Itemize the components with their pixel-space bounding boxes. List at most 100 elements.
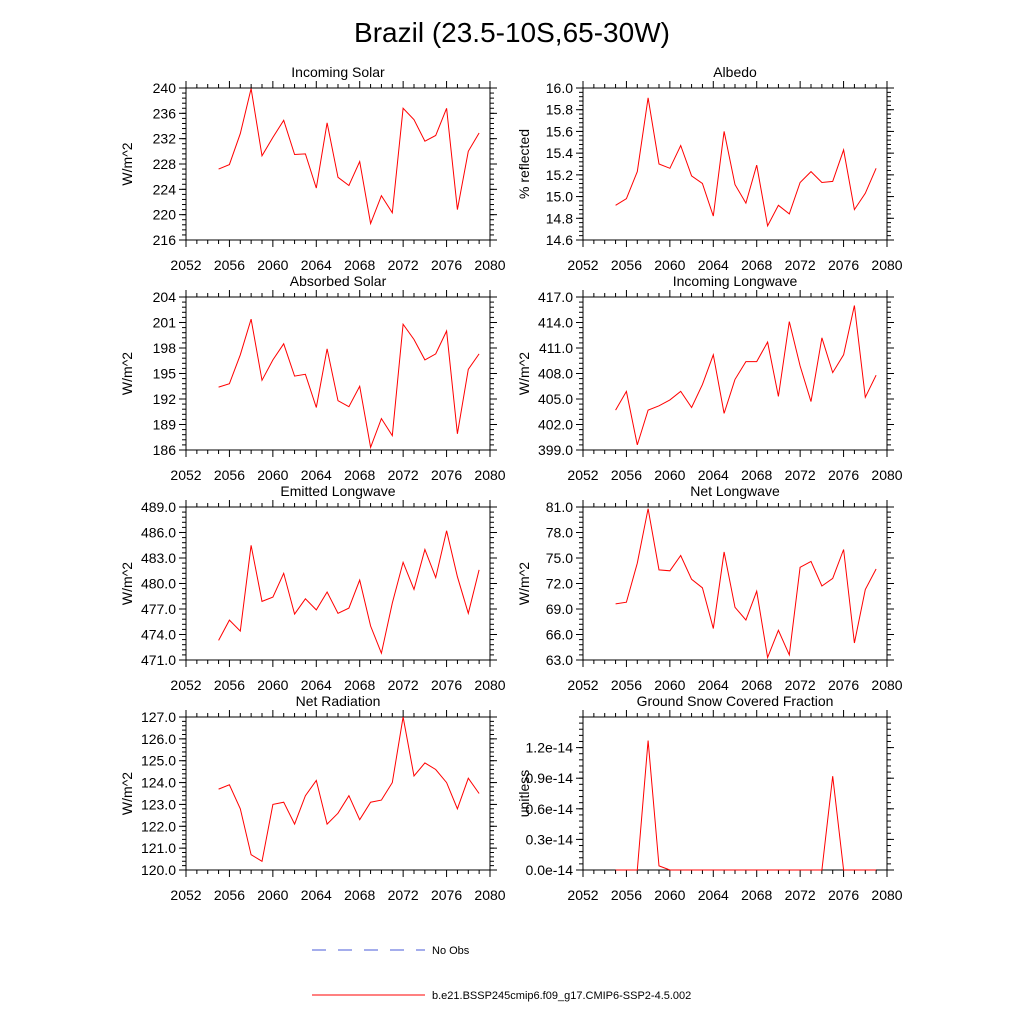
y-tick-label: 126.0 — [141, 731, 176, 747]
series-line-0 — [615, 97, 877, 228]
x-tick-label: 2076 — [431, 887, 462, 903]
legend-label-model: b.e21.BSSP245cmip6.f09_g17.CMIP6-SSP2-4.… — [432, 990, 691, 1002]
panel-title: Ground Snow Covered Fraction — [637, 693, 834, 709]
plot-frame — [582, 506, 888, 661]
y-tick-label: 201 — [153, 315, 177, 331]
x-tick-label: 2080 — [474, 257, 505, 273]
x-tick-label: 2052 — [567, 467, 598, 483]
y-tick-label: 15.4 — [546, 145, 573, 161]
x-tick-label: 2064 — [301, 677, 332, 693]
y-tick-label: 0.9e-14 — [526, 770, 574, 786]
series-line-0 — [615, 508, 877, 660]
plot-frame — [582, 87, 888, 241]
y-tick-label: 72.0 — [546, 576, 573, 592]
y-tick-label: 0.6e-14 — [526, 801, 574, 817]
y-tick-label: 228 — [153, 156, 177, 172]
y-tick-label: 483.0 — [141, 550, 176, 566]
y-tick-label: 198 — [153, 340, 177, 356]
page-title: Brazil (23.5-10S,65-30W) — [354, 17, 670, 48]
panel-7: Ground Snow Covered Fraction unitless 2052… — [516, 693, 903, 903]
x-tick-label: 2072 — [388, 677, 419, 693]
y-tick-label: 78.0 — [546, 525, 573, 541]
series-line-0 — [615, 740, 877, 871]
legend-label-no-obs: No Obs — [432, 945, 470, 957]
plot-frame — [185, 716, 491, 871]
y-tick-label: 16.0 — [546, 80, 573, 96]
y-tick-label: 471.0 — [141, 652, 176, 668]
x-tick-label: 2056 — [214, 467, 245, 483]
x-tick-label: 2056 — [214, 257, 245, 273]
y-axis-label: unitless — [516, 770, 532, 817]
y-tick-label: 75.0 — [546, 550, 573, 566]
x-tick-label: 2080 — [871, 677, 902, 693]
y-tick-label: 480.0 — [141, 576, 176, 592]
x-tick-label: 2060 — [257, 467, 288, 483]
y-tick-label: 216 — [153, 232, 177, 248]
x-tick-label: 2064 — [698, 887, 729, 903]
panel-title: Incoming Longwave — [673, 273, 798, 289]
x-tick-label: 2060 — [654, 467, 685, 483]
y-tick-label: 474.0 — [141, 627, 176, 643]
y-tick-label: 189 — [153, 417, 177, 433]
x-tick-label: 2060 — [654, 257, 685, 273]
y-axis-label: W/m^2 — [516, 352, 532, 395]
panel-title: Emitted Longwave — [280, 483, 395, 499]
y-tick-label: 66.0 — [546, 627, 573, 643]
x-tick-label: 2060 — [257, 887, 288, 903]
y-axis-label: % reflected — [516, 129, 532, 199]
x-tick-label: 2064 — [698, 677, 729, 693]
x-tick-label: 2068 — [741, 467, 772, 483]
x-tick-label: 2072 — [785, 257, 816, 273]
y-tick-label: 402.0 — [538, 417, 573, 433]
y-tick-label: 477.0 — [141, 601, 176, 617]
x-tick-label: 2064 — [301, 467, 332, 483]
x-tick-label: 2056 — [611, 887, 642, 903]
x-tick-label: 2080 — [871, 467, 902, 483]
x-tick-label: 2072 — [388, 257, 419, 273]
y-tick-label: 195 — [153, 366, 177, 382]
panel-5: Net Longwave W/m^2 2052 2056 2060 2064 2068 207… — [516, 483, 903, 693]
y-tick-label: 124.0 — [141, 775, 176, 791]
series-line-0 — [218, 716, 480, 863]
x-tick-label: 2072 — [785, 467, 816, 483]
x-tick-label: 2068 — [344, 467, 375, 483]
panel-0: Incoming Solar W/m^2 2052 2056 2060 2064 2068 2… — [119, 64, 506, 273]
x-tick-label: 2080 — [871, 257, 902, 273]
x-tick-label: 2080 — [474, 467, 505, 483]
y-tick-label: 232 — [153, 131, 177, 147]
plot-frame — [185, 506, 491, 661]
y-tick-label: 489.0 — [141, 499, 176, 515]
x-tick-label: 2060 — [257, 257, 288, 273]
x-tick-label: 2068 — [344, 257, 375, 273]
x-tick-label: 2072 — [785, 677, 816, 693]
x-tick-label: 2052 — [170, 467, 201, 483]
y-tick-label: 192 — [153, 391, 177, 407]
panel-3: Incoming Longwave W/m^2 2052 2056 2060 2064 20… — [516, 273, 903, 483]
y-tick-label: 236 — [153, 105, 177, 121]
x-tick-label: 2072 — [785, 887, 816, 903]
y-tick-label: 224 — [153, 181, 177, 197]
x-tick-label: 2072 — [388, 467, 419, 483]
x-tick-label: 2080 — [871, 887, 902, 903]
x-tick-label: 2060 — [257, 677, 288, 693]
y-tick-label: 15.0 — [546, 189, 573, 205]
x-tick-label: 2056 — [214, 887, 245, 903]
y-tick-label: 120.0 — [141, 862, 176, 878]
y-axis-label: W/m^2 — [516, 562, 532, 605]
y-tick-label: 486.0 — [141, 525, 176, 541]
plot-frame — [185, 296, 491, 451]
y-axis-label: W/m^2 — [119, 352, 135, 395]
series-line-0 — [218, 318, 480, 450]
x-tick-label: 2056 — [214, 677, 245, 693]
panel-title: Absorbed Solar — [290, 273, 387, 289]
x-tick-label: 2076 — [431, 257, 462, 273]
y-tick-label: 405.0 — [538, 391, 573, 407]
y-tick-label: 81.0 — [546, 499, 573, 515]
y-tick-label: 0.0e-14 — [526, 862, 574, 878]
x-tick-label: 2068 — [344, 887, 375, 903]
y-tick-label: 121.0 — [141, 840, 176, 856]
y-tick-label: 399.0 — [538, 442, 573, 458]
y-tick-label: 186 — [153, 442, 177, 458]
x-tick-label: 2052 — [170, 677, 201, 693]
x-tick-label: 2068 — [741, 257, 772, 273]
